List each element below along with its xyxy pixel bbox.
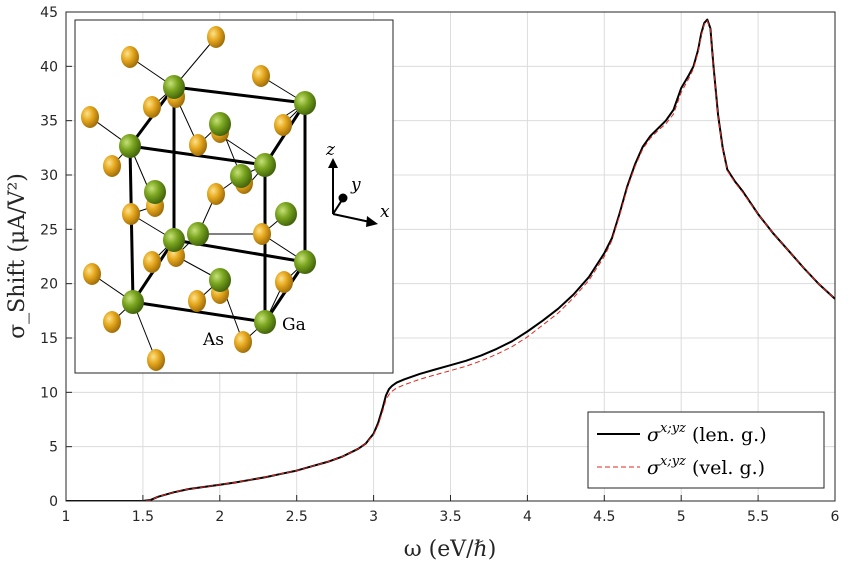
y-tick-label: 10	[40, 385, 58, 401]
as-atom	[81, 106, 99, 128]
ticks: 1 1.5 2 2.5 3 3.5 4 4.5 5 5.5 6 0 5 10 15 20 25 30 35 40 45	[40, 5, 839, 525]
as-atom	[252, 65, 270, 87]
as-atom	[147, 349, 165, 371]
x-tick-label: 4.5	[593, 509, 615, 525]
x-tick-label: 3	[369, 509, 378, 525]
y-tick-label: 40	[40, 59, 58, 75]
as-atom	[234, 331, 252, 353]
x-tick-label: 3.5	[439, 509, 461, 525]
as-atom	[143, 96, 161, 118]
as-atom	[103, 311, 121, 333]
series-layer	[66, 18, 835, 501]
ga-atom	[254, 310, 276, 334]
x-tick-label: 1	[62, 509, 71, 525]
y-tick-label: 25	[40, 222, 58, 238]
ga-atom	[187, 222, 209, 246]
as-atom	[143, 251, 161, 273]
y-tick-label: 35	[40, 114, 58, 130]
as-atom	[103, 155, 121, 177]
as-atom	[253, 223, 271, 245]
ga-atom	[119, 134, 141, 158]
svg-text:σx;yz (len. g.): σx;yz (len. g.)	[647, 421, 767, 446]
y-tick-label: 30	[40, 168, 58, 184]
svg-text:σx;yz (vel. g.): σx;yz (vel. g.)	[647, 454, 765, 479]
x-tick-label: 2	[215, 509, 224, 525]
ga-atom	[163, 75, 185, 99]
ga-atom	[254, 153, 276, 177]
as-atom	[207, 26, 225, 48]
y-tick-label: 20	[40, 277, 58, 293]
y-tick-label: 0	[49, 494, 58, 510]
legend-box	[587, 411, 825, 489]
x-tick-label: 5	[677, 509, 686, 525]
legend-entry-len: σx;yz (len. g.)	[597, 421, 767, 446]
axis-x-label: x	[380, 202, 390, 222]
as-atom	[207, 183, 225, 205]
axis-y-label: y	[350, 175, 361, 195]
axis-z-label: z	[325, 140, 336, 160]
legend-len-sup: x;yz	[660, 421, 686, 436]
ga-atom	[294, 91, 316, 115]
ga-atom	[275, 202, 297, 226]
as-label: As	[202, 330, 224, 350]
as-atom	[274, 114, 292, 136]
legend: σx;yz (len. g.) σx;yz (vel. g.)	[587, 411, 825, 489]
ga-atom	[209, 112, 231, 136]
ga-atom	[209, 268, 231, 292]
legend-entry-vel: σx;yz (vel. g.)	[597, 454, 765, 479]
x-tick-label: 5.5	[747, 509, 769, 525]
as-atom	[122, 203, 140, 225]
x-tick-label: 2.5	[286, 509, 308, 525]
x-tick-label: 6	[831, 509, 840, 525]
legend-len-tail: (len. g.)	[692, 424, 767, 446]
ga-atom	[163, 228, 185, 252]
y-tick-label: 15	[40, 331, 58, 347]
cell-edge	[132, 300, 266, 324]
y-tick-label: 5	[49, 440, 58, 456]
x-axis-title: ω (eV/ℏ)	[404, 537, 497, 562]
as-atom	[189, 134, 207, 156]
x-tick-label: 1.5	[132, 509, 154, 525]
ga-label: Ga	[282, 315, 306, 335]
legend-vel-main: σ	[647, 457, 661, 479]
as-atom	[275, 271, 293, 293]
y-axis-title: σ_Shift (μA/V²)	[5, 173, 30, 339]
series-line-vel-gauge	[66, 20, 835, 501]
legend-vel-tail: (vel. g.)	[692, 457, 765, 479]
inset-atoms	[81, 26, 316, 371]
axis-triad: z y x	[325, 140, 390, 227]
as-atom	[188, 290, 206, 312]
ga-atom	[144, 180, 166, 204]
crystal-inset: As Ga z y x	[74, 19, 394, 374]
ga-atom	[230, 164, 252, 188]
y-tick-label: 45	[40, 5, 58, 21]
as-atom	[83, 263, 101, 285]
legend-len-main: σ	[647, 424, 661, 446]
ga-atom	[122, 290, 144, 314]
as-atom	[121, 46, 139, 68]
legend-vel-sup: x;yz	[660, 454, 686, 469]
x-tick-label: 4	[523, 509, 532, 525]
cell-edge	[173, 85, 306, 105]
ga-atom	[294, 250, 316, 274]
